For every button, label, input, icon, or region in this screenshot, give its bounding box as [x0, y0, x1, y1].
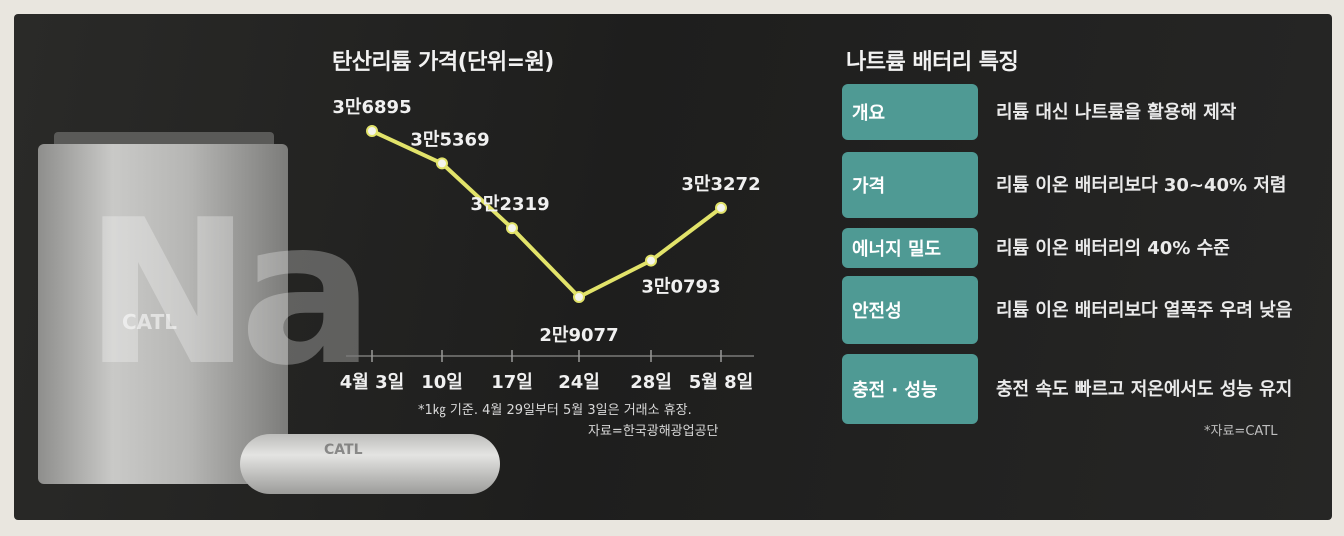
feature-row-energy-density: 에너지 밀도 리튬 이온 배터리의 40% 수준	[842, 228, 1332, 268]
footnote-note: *1㎏ 기준. 4월 29일부터 5월 3일은 거래소 휴장.	[418, 403, 692, 418]
feature-label: 에너지 밀도	[842, 228, 978, 268]
infographic-panel: Na CATL CATL 탄산리튬 가격(단위=원) 3만6895 4월 3일 3만…	[14, 14, 1332, 520]
data-point	[366, 125, 378, 137]
data-point	[715, 201, 727, 214]
feature-desc: 리튬 이온 배터리보다 30~40% 저렴	[996, 174, 1287, 196]
x-tick-label: 5월 8일	[689, 372, 753, 393]
data-label: 3만3272	[681, 174, 760, 195]
feature-label: 안전성	[842, 276, 978, 344]
data-point	[645, 254, 657, 267]
footnote-source: 자료=한국광해광업공단	[588, 424, 719, 439]
data-label: 3만6895	[332, 97, 411, 118]
chart-footnote: *1㎏ 기준. 4월 29일부터 5월 3일은 거래소 휴장. 자료=한국광해광…	[418, 400, 798, 442]
data-label: 2만9077	[539, 325, 618, 346]
x-tick-label: 28일	[630, 372, 672, 393]
data-label: 3만0793	[641, 277, 720, 298]
feature-label: 충전 · 성능	[842, 354, 978, 424]
feature-row-charging: 충전 · 성능 충전 속도 빠르고 저온에서도 성능 유지	[842, 354, 1316, 424]
cylinder-battery-image	[240, 434, 500, 494]
feature-desc: 리튬 이온 배터리보다 열폭주 우려 낮음	[996, 299, 1293, 321]
data-point	[573, 291, 585, 303]
data-point	[436, 157, 448, 170]
chart-title: 탄산리튬 가격(단위=원)	[332, 50, 554, 75]
data-label: 3만2319	[470, 194, 549, 215]
x-tick-label: 24일	[558, 372, 600, 393]
feature-row-price: 가격 리튬 이온 배터리보다 30~40% 저렴	[842, 152, 1316, 218]
x-tick-label: 17일	[491, 372, 533, 393]
data-point	[506, 222, 518, 235]
battery-image	[38, 144, 288, 484]
x-tick-label: 4월 3일	[340, 372, 404, 393]
battery-na-lettering: Na	[84, 177, 374, 410]
feature-label: 가격	[842, 152, 978, 218]
cylinder-brand-lettering: CATL	[324, 442, 363, 458]
feature-row-overview: 개요 리튬 대신 나트륨을 활용해 제작	[842, 84, 1316, 140]
feature-desc: 충전 속도 빠르고 저온에서도 성능 유지	[996, 378, 1293, 400]
series-line	[371, 129, 723, 299]
lithium-price-chart: 3만6895 4월 3일 3만5369 10일 3만2319 17일 2만9077 24일 3만…	[332, 97, 760, 393]
features-title: 나트륨 배터리 특징	[846, 50, 1019, 75]
feature-label: 개요	[842, 84, 978, 140]
features-source: *자료=CATL	[1204, 424, 1278, 439]
feature-desc: 리튬 대신 나트륨을 활용해 제작	[996, 101, 1237, 123]
feature-desc: 리튬 이온 배터리의 40% 수준	[996, 237, 1230, 259]
battery-brand-lettering: CATL	[122, 310, 177, 334]
feature-row-safety: 안전성 리튬 이온 배터리보다 열폭주 우려 낮음	[842, 276, 1316, 344]
data-label: 3만5369	[410, 129, 489, 150]
x-tick-label: 10일	[421, 372, 463, 393]
